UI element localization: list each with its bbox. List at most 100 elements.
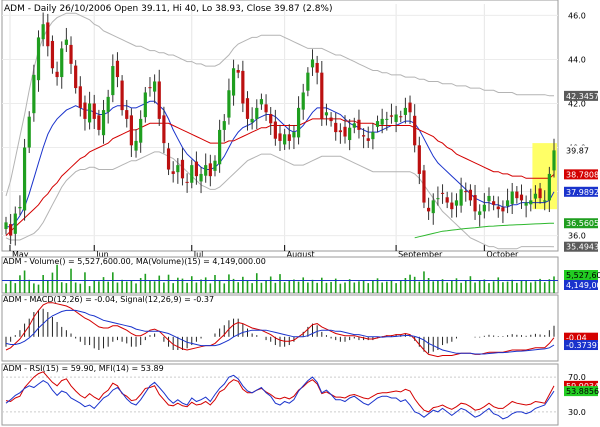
candle-body xyxy=(250,118,254,123)
candle-body xyxy=(320,72,324,119)
volume-bar xyxy=(121,279,123,293)
candle-body xyxy=(125,110,129,119)
volume-bar xyxy=(195,282,198,293)
volume-bar xyxy=(469,276,472,293)
volume-bar xyxy=(330,281,332,293)
candle-body xyxy=(83,102,87,119)
candle-body xyxy=(36,37,41,81)
candle-body xyxy=(454,200,459,206)
value-label-bg xyxy=(564,380,598,391)
value-label-bg xyxy=(564,186,598,197)
volume-bar xyxy=(516,282,518,293)
candle-body xyxy=(408,102,412,113)
candle-body xyxy=(78,86,82,108)
value-label: 5,527,600 xyxy=(566,271,600,280)
volume-bar xyxy=(274,282,277,293)
volume-bar xyxy=(65,283,68,293)
candle-body xyxy=(478,211,482,215)
candle-body xyxy=(22,147,27,211)
candle-body xyxy=(264,104,268,113)
candle-body xyxy=(208,163,212,177)
candle-body xyxy=(505,200,510,207)
volume-bar xyxy=(399,280,402,293)
candle-body xyxy=(231,68,236,96)
volume-bar xyxy=(344,282,346,293)
candle-body xyxy=(236,70,240,73)
candle-body xyxy=(287,134,291,141)
candle-body xyxy=(357,119,361,130)
volume-bar xyxy=(446,282,448,293)
value-label: 36.5605 xyxy=(566,219,599,228)
candle-body xyxy=(501,207,505,212)
volume-bar xyxy=(288,280,291,293)
candle-body xyxy=(389,115,394,117)
value-label-bg xyxy=(564,218,598,229)
volume-bar xyxy=(543,282,546,293)
volume-bar xyxy=(492,281,495,293)
candle-body xyxy=(375,121,380,127)
candle-body xyxy=(41,24,45,40)
candle-body xyxy=(459,189,463,206)
volume-bar xyxy=(381,282,383,293)
candle-body xyxy=(87,103,92,123)
rsi-tick-label: 30.0 xyxy=(568,408,586,417)
candle-body xyxy=(222,121,226,130)
value-label-bg xyxy=(564,145,598,156)
candle-body xyxy=(185,181,189,183)
candle-body xyxy=(60,48,64,78)
candle-body xyxy=(422,170,426,203)
volume-bar xyxy=(460,282,462,293)
volume-bar xyxy=(181,278,184,293)
price-panel: MayJunJulAugustSeptemberOctober36.038.04… xyxy=(1,0,599,259)
candle-body xyxy=(245,98,250,119)
volume-bar xyxy=(307,282,309,293)
candle-body xyxy=(292,132,296,138)
candle-body xyxy=(259,99,264,105)
month-label: May xyxy=(12,250,29,259)
price-tick-label: 36.0 xyxy=(568,232,586,241)
candle-body xyxy=(417,145,421,174)
volume-bar xyxy=(325,282,328,293)
candle-body xyxy=(115,60,120,78)
volume-bar xyxy=(358,281,360,293)
volume-bar xyxy=(167,274,170,293)
volume-bar xyxy=(390,281,393,293)
candle-body xyxy=(176,165,180,173)
volume-bar xyxy=(367,283,370,293)
volume-bar xyxy=(112,272,114,293)
volume-bar xyxy=(242,276,244,293)
candle-body xyxy=(4,222,8,229)
candle-body xyxy=(492,201,496,205)
price-tick-label: 42.0 xyxy=(568,99,586,108)
ma-fast-line xyxy=(6,100,555,228)
candle-body xyxy=(338,130,342,133)
volume-bar xyxy=(427,278,430,293)
volume-bar xyxy=(158,275,161,293)
volume-bar xyxy=(316,282,318,293)
long-ma-line xyxy=(414,222,555,239)
candle-body xyxy=(552,150,556,171)
candle-body xyxy=(218,129,222,165)
volume-bar xyxy=(265,281,267,293)
volume-bar xyxy=(437,280,439,293)
value-label-bg xyxy=(564,169,598,180)
value-label: 39.87 xyxy=(566,146,589,155)
candle-body xyxy=(538,188,542,199)
candle-body xyxy=(46,22,50,47)
volume-bar xyxy=(548,279,551,293)
volume-bar xyxy=(237,282,240,293)
volume-bar xyxy=(386,281,388,293)
month-label: Jun xyxy=(95,250,109,259)
value-label: 37.9892 xyxy=(566,188,599,197)
value-label-bg xyxy=(564,332,598,343)
volume-bar xyxy=(60,282,63,293)
candle-body xyxy=(129,115,133,146)
candle-body xyxy=(255,107,259,119)
candle-body xyxy=(120,80,124,111)
candle-body xyxy=(139,118,143,143)
volume-bar xyxy=(251,283,253,293)
volume-bar xyxy=(84,272,86,293)
candle-body xyxy=(273,121,277,139)
volume-bar xyxy=(149,281,151,293)
